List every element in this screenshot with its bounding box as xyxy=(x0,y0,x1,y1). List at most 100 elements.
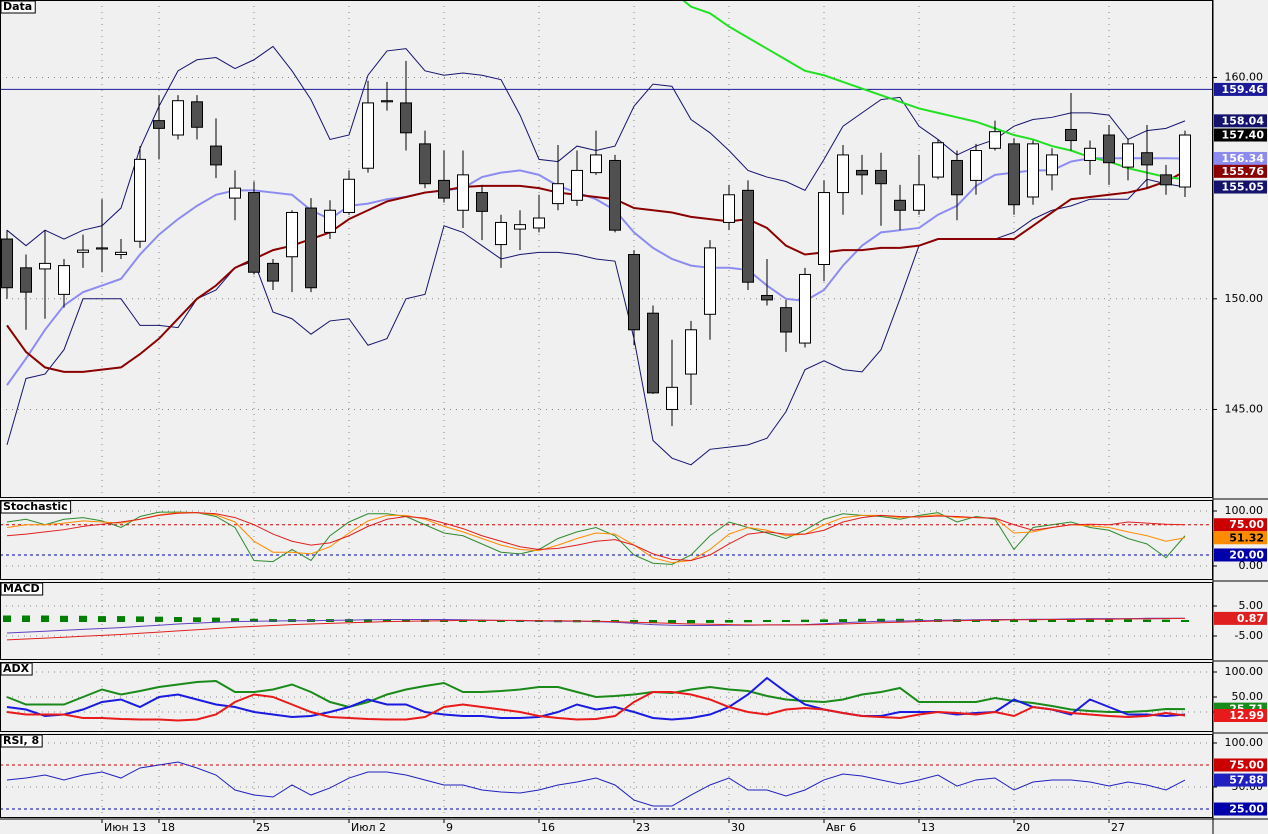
x-tick-label: 27 xyxy=(1111,821,1125,834)
candle-body xyxy=(457,174,469,211)
candle-body xyxy=(723,194,735,223)
candle-body xyxy=(894,199,906,211)
price-box-bg xyxy=(1214,548,1267,562)
panel-title: Stochastic xyxy=(0,500,72,514)
histogram-bar xyxy=(117,616,125,622)
candle-body xyxy=(685,329,697,375)
histogram-bar xyxy=(497,620,505,622)
panel-title: MACD xyxy=(0,582,44,596)
x-tick-label: 18 xyxy=(161,821,175,834)
candle-body xyxy=(438,179,450,199)
histogram-bar xyxy=(744,620,752,623)
indicator-line xyxy=(6,170,1186,373)
candle-body xyxy=(77,249,89,253)
candle-body xyxy=(1160,174,1172,186)
candle-body xyxy=(666,386,678,410)
candle-body xyxy=(913,184,925,211)
x-tick-label: 16 xyxy=(541,821,555,834)
price-box-bg xyxy=(1214,82,1267,96)
panel-title-bg xyxy=(0,734,43,748)
candle-body xyxy=(742,189,754,283)
price-box-bg xyxy=(1214,114,1267,128)
candle-body xyxy=(172,100,184,136)
candle-body xyxy=(381,100,393,103)
candle-body xyxy=(609,159,621,231)
candle-body xyxy=(191,101,203,128)
price-box: 25.00 xyxy=(1214,802,1267,816)
price-box-bg xyxy=(1214,802,1267,816)
candle-body xyxy=(229,187,241,199)
histogram-bar xyxy=(1010,619,1018,622)
candle-body xyxy=(1,238,13,289)
candle-body xyxy=(514,224,526,230)
histogram-bar xyxy=(782,620,790,622)
histogram-bar xyxy=(174,617,182,622)
indicator-line xyxy=(6,157,1186,386)
candle-body xyxy=(96,247,108,250)
histogram-bar xyxy=(41,615,49,622)
price-box-label: 12.99 xyxy=(1229,709,1264,722)
panel-title-text: ADX xyxy=(3,662,30,675)
y-tick-label: 0.00 xyxy=(1239,559,1264,572)
histogram-bar xyxy=(212,617,220,622)
histogram-bar xyxy=(79,615,87,622)
panel-title-bg xyxy=(0,0,36,14)
candle-body xyxy=(780,307,792,333)
candle-body xyxy=(1065,128,1077,142)
panel-title-text: RSI, 8 xyxy=(3,734,39,747)
panel-title-bg xyxy=(0,500,72,514)
candle-body xyxy=(248,192,260,273)
histogram-bar xyxy=(1105,619,1113,622)
y-tick-label: -5.00 xyxy=(1235,629,1263,642)
panel xyxy=(0,0,1213,498)
price-box-label: 157.40 xyxy=(1222,129,1265,142)
candle-body xyxy=(552,183,564,205)
panel-title-text: Stochastic xyxy=(3,500,68,513)
candle-body xyxy=(970,150,982,181)
histogram-bar xyxy=(896,618,904,622)
histogram-bar xyxy=(877,618,885,622)
price-box-label: 25.00 xyxy=(1229,803,1264,816)
histogram-bar xyxy=(1162,619,1170,622)
panel-title-text: Data xyxy=(3,0,32,13)
panel-title-bg xyxy=(0,662,33,676)
histogram-bar xyxy=(155,616,163,622)
y-tick-label: 150.00 xyxy=(1225,292,1264,305)
panel-title-text: MACD xyxy=(3,582,40,595)
price-box-label: 155.05 xyxy=(1222,181,1264,194)
histogram-bar xyxy=(725,620,733,623)
price-box: 75.00 xyxy=(1214,758,1267,772)
candle-body xyxy=(989,131,1001,149)
candle-body xyxy=(362,102,374,169)
y-tick-label: 100.00 xyxy=(1225,504,1264,517)
x-tick-label: Июл 2 xyxy=(351,821,386,834)
price-box-bg xyxy=(1214,758,1267,772)
plot-area xyxy=(1,501,1212,579)
candle-body xyxy=(153,120,165,129)
candle-body xyxy=(628,254,640,331)
price-box: 20.00 xyxy=(1214,548,1267,562)
price-box: 159.46 xyxy=(1214,82,1267,96)
panel-title: RSI, 8 xyxy=(0,734,43,748)
price-box: 155.76 xyxy=(1214,164,1267,178)
x-tick-label: 9 xyxy=(446,821,453,834)
price-box: 0.87 xyxy=(1214,611,1267,625)
candle-body xyxy=(704,247,716,315)
price-box-bg xyxy=(1214,151,1267,165)
candle-body xyxy=(419,143,431,185)
histogram-bar xyxy=(402,619,410,622)
x-tick-label: 23 xyxy=(636,821,650,834)
y-tick-label: 145.00 xyxy=(1225,402,1264,415)
candle-body xyxy=(1084,147,1096,161)
histogram-bar xyxy=(649,620,657,624)
indicator-line xyxy=(6,691,1186,722)
histogram-bar xyxy=(801,619,809,622)
indicator-line xyxy=(6,512,1186,561)
candle-body xyxy=(20,267,32,293)
histogram-bar xyxy=(383,619,391,622)
candle-body xyxy=(1046,154,1058,176)
price-box: 158.04 xyxy=(1214,114,1267,128)
panel-title: Data xyxy=(0,0,36,14)
price-box: 12.99 xyxy=(1214,709,1267,723)
histogram-bar xyxy=(231,618,239,622)
